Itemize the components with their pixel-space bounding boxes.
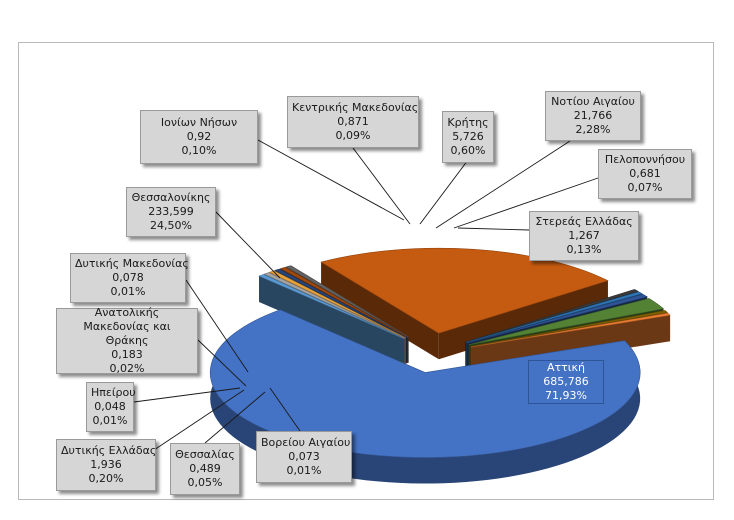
data-label-east-macedonia-thrace: Ανατολικής Μακεδονίας και Θράκης 0,183 0… xyxy=(56,306,198,375)
slice-name: Θεσσαλονίκης xyxy=(131,191,211,204)
slice-top xyxy=(466,293,648,344)
data-label-attica: Αττική 685,786 71,93% xyxy=(528,360,604,404)
leader-line-11 xyxy=(435,140,571,229)
slice-percent: 0,05% xyxy=(187,476,223,489)
slice-top xyxy=(258,274,405,340)
data-label-western-greece: Δυτικής Ελλάδας 1,936 0,20% xyxy=(56,439,156,491)
slice-value: 0,183 xyxy=(111,348,143,361)
slice-top xyxy=(209,309,641,458)
slice-name: Δυτικής Ελλάδας xyxy=(61,444,157,457)
slice-value: 0,489 xyxy=(189,462,221,475)
slice-name: Ηπείρου xyxy=(91,386,136,399)
data-label-ionian-islands: Ιονίων Νήσων 0,92 0,10% xyxy=(140,110,258,164)
leader-line-12 xyxy=(453,177,599,229)
leader-line-13 xyxy=(457,227,530,231)
data-label-south-aegean: Νοτίου Αιγαίου 21,766 2,28% xyxy=(545,91,641,141)
slice-top xyxy=(268,270,406,339)
pie-slice-0 xyxy=(209,309,641,484)
slice-name: Κεντρικής Μακεδονίας xyxy=(292,101,419,114)
slice-top xyxy=(320,247,609,334)
slice-value: 5,726 xyxy=(452,130,484,143)
leader-line-4 xyxy=(133,387,241,403)
slice-value: 685,786 xyxy=(543,375,589,388)
slice-value: 233,599 xyxy=(148,205,194,218)
slice-name: Δυτικής Μακεδονίας xyxy=(75,257,189,270)
slice-value: 0,078 xyxy=(112,271,144,284)
slice-percent: 0,10% xyxy=(181,144,217,157)
slice-percent: 0,09% xyxy=(335,129,371,142)
leader-line-7 xyxy=(215,211,281,279)
data-label-north-aegean: Βορείου Αιγαίου 0,073 0,01% xyxy=(256,431,352,483)
slice-name: Πελοποννήσου xyxy=(604,153,686,166)
slice-wall xyxy=(321,262,439,360)
slice-top xyxy=(465,291,643,343)
data-label-crete: Κρήτης 5,726 0,60% xyxy=(442,111,494,163)
leader-line-2 xyxy=(204,391,266,444)
slice-value: 21,766 xyxy=(573,109,613,122)
leader-line-6 xyxy=(185,279,249,373)
slice-percent: 0,20% xyxy=(88,472,124,485)
slice-percent: 2,28% xyxy=(575,123,611,136)
slice-top xyxy=(468,298,665,346)
slice-percent: 0,01% xyxy=(110,285,146,298)
pie-slice-7 xyxy=(320,247,609,360)
slice-percent: 24,50% xyxy=(150,219,192,232)
leader-line-3 xyxy=(153,389,245,451)
slice-value: 0,871 xyxy=(337,115,369,128)
slice-wall xyxy=(263,274,405,365)
slice-name: Νοτίου Αιγαίου xyxy=(551,95,635,108)
slice-percent: 0,02% xyxy=(109,362,145,375)
leader-line-1 xyxy=(269,387,301,432)
leader-line-10 xyxy=(419,159,469,225)
slice-top xyxy=(470,312,671,348)
data-label-epirus: Ηπείρου 0,048 0,01% xyxy=(86,382,136,432)
pie-slice-1 xyxy=(258,274,405,365)
slice-top xyxy=(274,268,407,338)
slice-name: Βορείου Αιγαίου xyxy=(261,436,351,449)
slice-percent: 0,07% xyxy=(627,181,663,194)
slice-top xyxy=(465,289,639,343)
slice-value: 0,048 xyxy=(94,400,126,413)
data-label-central-macedonia: Κεντρικής Μακεδονίας 0,871 0,09% xyxy=(287,96,419,148)
data-label-thessaloniki: Θεσσαλονίκης 233,599 24,50% xyxy=(126,187,216,237)
data-label-thessaly: Θεσσαλίας 0,489 0,05% xyxy=(170,443,240,495)
slice-value: 1,936 xyxy=(90,458,122,471)
slice-top xyxy=(263,272,406,339)
slice-name: Ανατολικής Μακεδονίας και Θράκης xyxy=(83,306,171,347)
leader-line-9 xyxy=(352,147,411,225)
slice-percent: 0,60% xyxy=(450,144,486,157)
slice-value: 0,92 xyxy=(186,130,212,143)
slice-percent: 71,93% xyxy=(545,389,587,402)
slice-name: Θεσσαλίας xyxy=(175,448,235,461)
slice-name: Αττική xyxy=(547,361,585,374)
data-label-central-greece: Στερεάς Ελλάδας 1,267 0,13% xyxy=(529,211,639,261)
slice-name: Ιονίων Νήσων xyxy=(160,116,238,129)
data-label-peloponnese: Πελοποννήσου 0,681 0,07% xyxy=(598,149,692,199)
slice-percent: 0,01% xyxy=(92,414,128,427)
slice-percent: 0,01% xyxy=(286,464,322,477)
slice-value: 0,681 xyxy=(629,167,661,180)
slice-top xyxy=(470,310,669,347)
slice-top xyxy=(279,266,408,338)
slice-name: Στερεάς Ελλάδας xyxy=(535,215,633,228)
data-label-west-macedonia: Δυτικής Μακεδονίας 0,078 0,01% xyxy=(70,253,189,303)
slice-top xyxy=(285,265,409,338)
leader-line-8 xyxy=(257,139,405,221)
leader-line-5 xyxy=(197,339,247,387)
slice-value: 0,073 xyxy=(288,450,320,463)
slice-percent: 0,13% xyxy=(566,243,602,256)
slice-value: 1,267 xyxy=(568,229,600,242)
slice-name: Κρήτης xyxy=(447,116,489,129)
